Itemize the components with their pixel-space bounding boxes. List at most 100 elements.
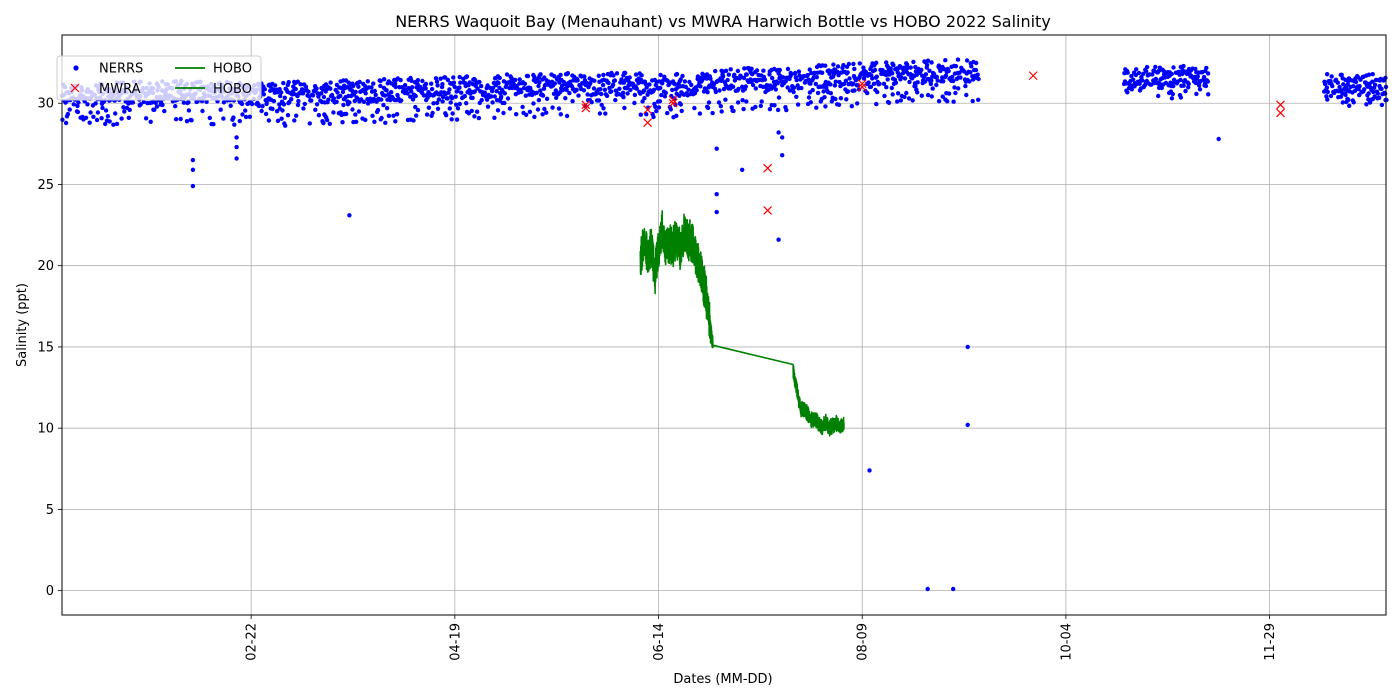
nerrs-point — [971, 77, 976, 82]
nerrs-point — [279, 90, 284, 95]
nerrs-point — [423, 86, 428, 91]
nerrs-point — [207, 115, 212, 121]
nerrs-point — [576, 93, 581, 98]
x-tick-label: 04-19 — [448, 623, 463, 661]
nerrs-point — [793, 70, 798, 76]
nerrs-point — [595, 90, 600, 96]
nerrs-point — [382, 93, 387, 98]
nerrs-point — [479, 83, 484, 89]
nerrs-point — [100, 105, 105, 111]
mwra-point — [763, 163, 773, 173]
nerrs-point — [1178, 77, 1183, 83]
nerrs-point — [1183, 88, 1188, 94]
nerrs-point — [340, 89, 346, 95]
nerrs-point — [668, 107, 673, 112]
nerrs-point — [63, 120, 69, 126]
nerrs-point — [672, 82, 678, 87]
nerrs-point — [517, 77, 522, 82]
hobo-line — [639, 210, 845, 437]
nerrs-point — [794, 94, 799, 100]
nerrs-outlier-point — [714, 146, 719, 151]
nerrs-point — [875, 89, 880, 95]
nerrs-point — [356, 84, 361, 89]
nerrs-point — [789, 72, 794, 77]
nerrs-point — [785, 66, 791, 72]
nerrs-point — [910, 98, 915, 103]
nerrs-point — [602, 87, 608, 93]
nerrs-point — [770, 75, 775, 81]
nerrs-point — [143, 116, 149, 121]
mwra-point — [1028, 71, 1038, 81]
nerrs-point — [599, 91, 604, 97]
nerrs-point — [391, 113, 396, 118]
nerrs-point — [399, 98, 404, 103]
nerrs-point — [485, 104, 491, 109]
nerrs-point — [375, 107, 381, 113]
nerrs-point — [832, 83, 838, 88]
nerrs-point — [88, 110, 93, 115]
nerrs-point — [413, 104, 418, 110]
nerrs-point — [741, 106, 746, 112]
nerrs-point — [895, 91, 901, 96]
nerrs-point — [525, 73, 531, 79]
legend-box — [56, 55, 262, 101]
nerrs-point — [435, 83, 440, 88]
y-tick-label: 25 — [37, 178, 54, 193]
nerrs-point — [160, 102, 165, 108]
nerrs-point — [1144, 69, 1149, 74]
mwra-point — [857, 82, 867, 92]
nerrs-point — [1366, 72, 1372, 77]
nerrs-point — [1353, 79, 1359, 85]
nerrs-point — [941, 67, 947, 72]
nerrs-outlier-point — [925, 586, 930, 592]
nerrs-point — [271, 98, 277, 104]
nerrs-point — [592, 78, 597, 83]
nerrs-point — [870, 76, 875, 81]
nerrs-point — [885, 77, 890, 82]
nerrs-point — [127, 107, 132, 113]
nerrs-point — [925, 92, 931, 98]
nerrs-point — [951, 78, 956, 84]
nerrs-point — [247, 114, 252, 120]
nerrs-point — [968, 70, 973, 75]
nerrs-point — [904, 90, 909, 96]
nerrs-point — [940, 94, 945, 99]
nerrs-point — [382, 77, 387, 82]
nerrs-point — [570, 99, 575, 104]
nerrs-point — [919, 93, 924, 98]
nerrs-point — [705, 105, 711, 111]
nerrs-point — [470, 95, 475, 101]
nerrs-point — [915, 90, 920, 95]
nerrs-point — [152, 107, 157, 113]
nerrs-point — [807, 67, 812, 72]
nerrs-point — [307, 121, 312, 126]
nerrs-point — [433, 76, 439, 81]
nerrs-point — [852, 66, 857, 72]
nerrs-point — [1197, 87, 1203, 92]
nerrs-point — [249, 101, 255, 107]
nerrs-point — [815, 90, 821, 96]
nerrs-point — [1371, 89, 1376, 95]
nerrs-point — [295, 79, 300, 84]
nerrs-outlier-point — [776, 130, 781, 135]
nerrs-point — [828, 82, 833, 87]
x-tick-label: 08-09 — [856, 623, 871, 661]
nerrs-point — [1383, 75, 1388, 81]
nerrs-outlier-point — [965, 344, 970, 350]
nerrs-point — [383, 120, 388, 126]
nerrs-point — [658, 85, 663, 91]
nerrs-point — [735, 100, 741, 105]
nerrs-point — [831, 62, 836, 67]
nerrs-point — [958, 75, 963, 80]
nerrs-point — [1206, 92, 1211, 97]
nerrs-point — [1379, 102, 1385, 108]
nerrs-point — [967, 79, 972, 84]
nerrs-point — [871, 81, 877, 87]
nerrs-point — [501, 79, 507, 84]
nerrs-point — [479, 97, 484, 103]
nerrs-point — [678, 102, 683, 107]
nerrs-point — [564, 87, 569, 93]
nerrs-point — [610, 82, 616, 87]
nerrs-point — [371, 81, 376, 86]
nerrs-point — [440, 94, 446, 100]
